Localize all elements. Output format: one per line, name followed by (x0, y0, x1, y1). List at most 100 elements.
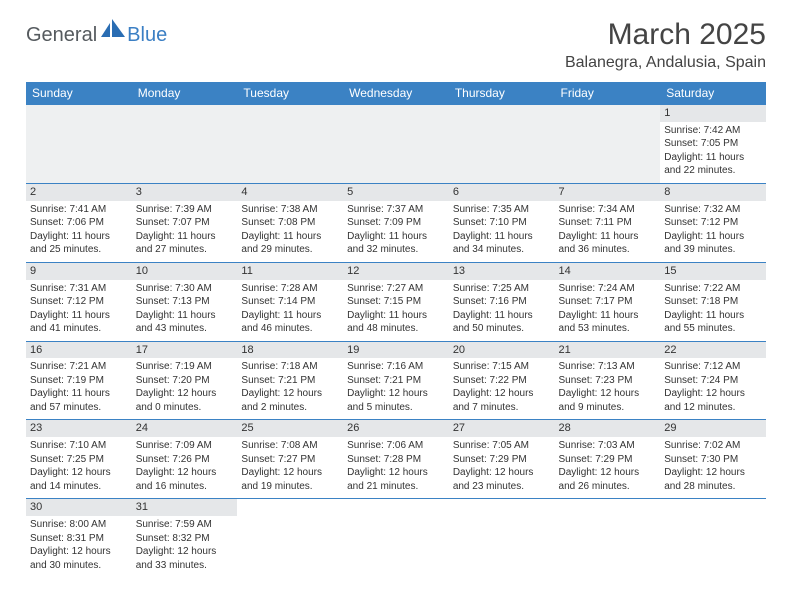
calendar-cell: 29Sunrise: 7:02 AMSunset: 7:30 PMDayligh… (660, 420, 766, 499)
sunset-text: Sunset: 7:20 PM (136, 374, 234, 388)
sunset-text: Sunset: 7:27 PM (241, 453, 339, 467)
daylight-text: Daylight: 11 hours (136, 309, 234, 323)
calendar-week-row: 2Sunrise: 7:41 AMSunset: 7:06 PMDaylight… (26, 183, 766, 262)
page-location: Balanegra, Andalusia, Spain (565, 54, 766, 72)
sunset-text: Sunset: 7:19 PM (30, 374, 128, 388)
day-number: 8 (660, 184, 766, 201)
daylight-text: Daylight: 12 hours (664, 387, 762, 401)
day-number: 22 (660, 342, 766, 359)
calendar-cell: 17Sunrise: 7:19 AMSunset: 7:20 PMDayligh… (132, 341, 238, 420)
daylight-text: Daylight: 12 hours (30, 466, 128, 480)
calendar-cell (449, 105, 555, 184)
daylight-text: Daylight: 12 hours (559, 387, 657, 401)
day-number: 3 (132, 184, 238, 201)
daylight-text: Daylight: 12 hours (30, 545, 128, 559)
day-number: 29 (660, 420, 766, 437)
sunset-text: Sunset: 7:08 PM (241, 216, 339, 230)
daylight-text: and 28 minutes. (664, 480, 762, 494)
day-header: Monday (132, 82, 238, 105)
calendar-cell (26, 105, 132, 184)
calendar-week-row: 30Sunrise: 8:00 AMSunset: 8:31 PMDayligh… (26, 499, 766, 577)
sunrise-text: Sunrise: 7:16 AM (347, 360, 445, 374)
calendar-cell (343, 105, 449, 184)
sunset-text: Sunset: 7:25 PM (30, 453, 128, 467)
sunrise-text: Sunrise: 7:32 AM (664, 203, 762, 217)
daylight-text: and 39 minutes. (664, 243, 762, 257)
sunrise-text: Sunrise: 7:39 AM (136, 203, 234, 217)
sunset-text: Sunset: 7:30 PM (664, 453, 762, 467)
calendar-week-row: 9Sunrise: 7:31 AMSunset: 7:12 PMDaylight… (26, 262, 766, 341)
sunset-text: Sunset: 7:29 PM (559, 453, 657, 467)
daylight-text: and 41 minutes. (30, 322, 128, 336)
daylight-text: Daylight: 12 hours (136, 466, 234, 480)
calendar-cell: 7Sunrise: 7:34 AMSunset: 7:11 PMDaylight… (555, 183, 661, 262)
sunrise-text: Sunrise: 7:08 AM (241, 439, 339, 453)
sunset-text: Sunset: 7:15 PM (347, 295, 445, 309)
calendar-week-row: 23Sunrise: 7:10 AMSunset: 7:25 PMDayligh… (26, 420, 766, 499)
sunset-text: Sunset: 7:12 PM (664, 216, 762, 230)
daylight-text: Daylight: 12 hours (136, 545, 234, 559)
sunset-text: Sunset: 7:11 PM (559, 216, 657, 230)
daylight-text: Daylight: 11 hours (453, 230, 551, 244)
daylight-text: Daylight: 11 hours (241, 230, 339, 244)
day-header: Wednesday (343, 82, 449, 105)
sunrise-text: Sunrise: 7:34 AM (559, 203, 657, 217)
sunset-text: Sunset: 7:23 PM (559, 374, 657, 388)
sunrise-text: Sunrise: 7:21 AM (30, 360, 128, 374)
day-number: 14 (555, 263, 661, 280)
sunrise-text: Sunrise: 7:09 AM (136, 439, 234, 453)
day-number: 11 (237, 263, 343, 280)
daylight-text: Daylight: 12 hours (453, 387, 551, 401)
day-number: 30 (26, 499, 132, 516)
logo-triangle-icon (101, 23, 110, 37)
sunrise-text: Sunrise: 7:24 AM (559, 282, 657, 296)
calendar-table: Sunday Monday Tuesday Wednesday Thursday… (26, 82, 766, 577)
sunrise-text: Sunrise: 7:13 AM (559, 360, 657, 374)
sunrise-text: Sunrise: 7:41 AM (30, 203, 128, 217)
sunset-text: Sunset: 7:24 PM (664, 374, 762, 388)
day-number: 9 (26, 263, 132, 280)
calendar-cell: 3Sunrise: 7:39 AMSunset: 7:07 PMDaylight… (132, 183, 238, 262)
day-number: 31 (132, 499, 238, 516)
daylight-text: Daylight: 12 hours (453, 466, 551, 480)
daylight-text: and 33 minutes. (136, 559, 234, 573)
daylight-text: and 5 minutes. (347, 401, 445, 415)
daylight-text: Daylight: 11 hours (30, 309, 128, 323)
day-number: 10 (132, 263, 238, 280)
daylight-text: Daylight: 11 hours (347, 309, 445, 323)
calendar-cell: 13Sunrise: 7:25 AMSunset: 7:16 PMDayligh… (449, 262, 555, 341)
sunset-text: Sunset: 7:05 PM (664, 137, 762, 151)
day-header: Sunday (26, 82, 132, 105)
sunrise-text: Sunrise: 7:05 AM (453, 439, 551, 453)
day-number: 26 (343, 420, 449, 437)
day-number: 4 (237, 184, 343, 201)
sunrise-text: Sunrise: 7:37 AM (347, 203, 445, 217)
calendar-week-row: 1Sunrise: 7:42 AMSunset: 7:05 PMDaylight… (26, 105, 766, 184)
daylight-text: and 14 minutes. (30, 480, 128, 494)
daylight-text: and 25 minutes. (30, 243, 128, 257)
sunrise-text: Sunrise: 7:42 AM (664, 124, 762, 138)
calendar-cell: 14Sunrise: 7:24 AMSunset: 7:17 PMDayligh… (555, 262, 661, 341)
sunrise-text: Sunrise: 7:25 AM (453, 282, 551, 296)
daylight-text: and 0 minutes. (136, 401, 234, 415)
sunset-text: Sunset: 7:13 PM (136, 295, 234, 309)
sunrise-text: Sunrise: 7:12 AM (664, 360, 762, 374)
sunrise-text: Sunrise: 7:18 AM (241, 360, 339, 374)
day-header: Saturday (660, 82, 766, 105)
day-number: 28 (555, 420, 661, 437)
calendar-week-row: 16Sunrise: 7:21 AMSunset: 7:19 PMDayligh… (26, 341, 766, 420)
page-title: March 2025 (565, 18, 766, 52)
sunset-text: Sunset: 7:12 PM (30, 295, 128, 309)
daylight-text: and 29 minutes. (241, 243, 339, 257)
calendar-cell (237, 499, 343, 577)
daylight-text: and 12 minutes. (664, 401, 762, 415)
daylight-text: and 46 minutes. (241, 322, 339, 336)
daylight-text: Daylight: 12 hours (241, 387, 339, 401)
day-header: Thursday (449, 82, 555, 105)
calendar-cell: 16Sunrise: 7:21 AMSunset: 7:19 PMDayligh… (26, 341, 132, 420)
calendar-cell (449, 499, 555, 577)
sunset-text: Sunset: 7:28 PM (347, 453, 445, 467)
calendar-cell: 25Sunrise: 7:08 AMSunset: 7:27 PMDayligh… (237, 420, 343, 499)
sunrise-text: Sunrise: 7:35 AM (453, 203, 551, 217)
sunset-text: Sunset: 7:29 PM (453, 453, 551, 467)
